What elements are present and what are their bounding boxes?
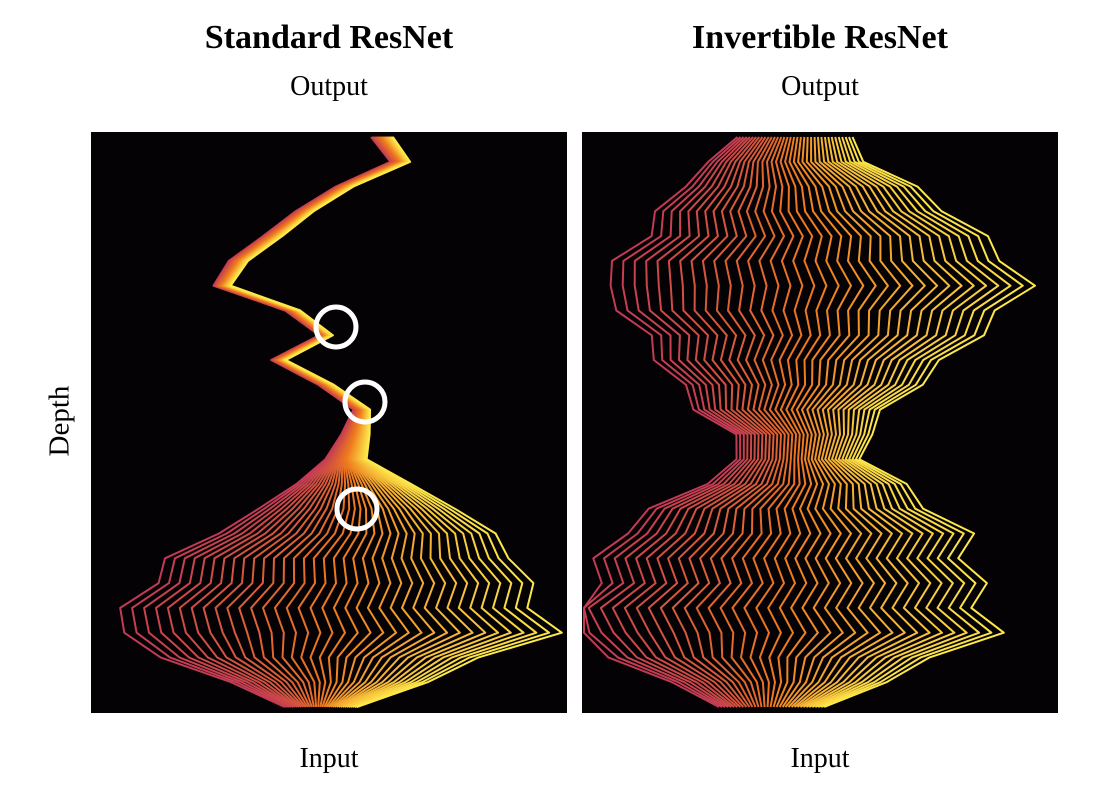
invertible-trajectory-line	[611, 136, 753, 708]
depth-axis-label: Depth	[43, 385, 76, 457]
invertible-trajectory-line	[823, 136, 1036, 708]
invertible-trajectory-line	[683, 136, 775, 708]
invertible-trajectory-line	[731, 136, 790, 708]
invertible-trajectory-line	[811, 136, 988, 708]
invertible-trajectory-line	[784, 136, 877, 708]
invertible-trajectory-line	[781, 136, 865, 708]
invertible-trajectory-line	[796, 136, 926, 708]
collision-circle	[334, 486, 380, 532]
invertible-trajectory-line	[635, 136, 760, 708]
invertible-trajectory-line	[814, 136, 1000, 708]
invertible-resnet-plot	[582, 132, 1058, 713]
invertible-trajectory-line	[647, 136, 764, 708]
invertible-trajectory-line	[659, 136, 768, 708]
invertible-trajectory-line	[799, 136, 939, 708]
standard-resnet-plot	[91, 132, 567, 713]
standard-input-label: Input	[299, 743, 359, 774]
invertible-output-label: Output	[781, 71, 859, 102]
invertible-input-label: Input	[790, 743, 850, 774]
invertible-trajectory-line	[587, 136, 745, 708]
standard-resnet-title: Standard ResNet	[204, 19, 454, 56]
invertible-resnet-title: Invertible ResNet	[692, 19, 948, 56]
invertible-trajectory-line	[787, 137, 889, 708]
invertible-trajectory-line	[802, 136, 951, 708]
invertible-trajectory-line	[817, 136, 1012, 708]
invertible-trajectory-line	[808, 136, 975, 708]
standard-output-label: Output	[290, 71, 368, 102]
invertible-trajectory-line	[755, 136, 804, 708]
invertible-trajectories	[583, 136, 1036, 708]
invertible-trajectory-line	[790, 136, 902, 708]
invertible-trajectory-line	[583, 136, 742, 708]
invertible-trajectory-line	[820, 136, 1024, 708]
invertible-trajectory-line	[707, 136, 782, 708]
invertible-trajectory-line	[767, 136, 816, 708]
invertible-trajectory-line	[778, 136, 852, 708]
invertible-trajectory-line	[793, 136, 914, 708]
invertible-trajectory-line	[623, 136, 756, 708]
invertible-trajectory-line	[775, 136, 840, 708]
invertible-trajectory-line	[743, 136, 795, 708]
invertible-trajectory-line	[695, 136, 779, 708]
invertible-trajectory-line	[671, 136, 771, 708]
invertible-trajectory-line	[719, 136, 786, 708]
collision-circle	[313, 304, 359, 350]
collision-markers	[313, 304, 388, 532]
invertible-trajectory-line	[805, 136, 963, 708]
collision-circle	[342, 379, 388, 425]
invertible-trajectory-line	[599, 136, 749, 708]
invertible-trajectory-line	[772, 136, 828, 708]
